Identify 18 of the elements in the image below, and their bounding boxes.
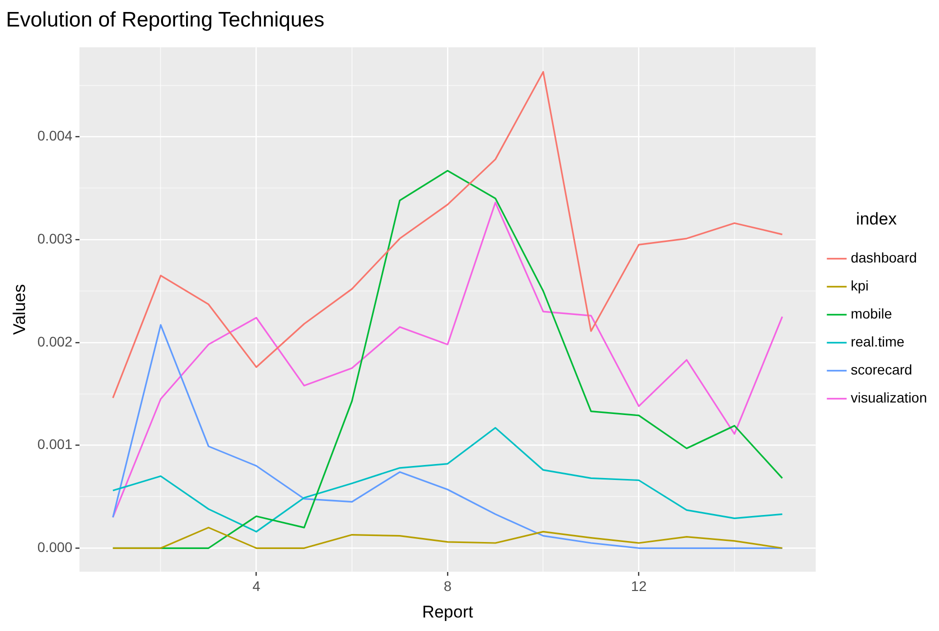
x-axis-title: Report	[422, 602, 474, 622]
legend-label: kpi	[850, 278, 869, 294]
y-tick-label: 0.000	[37, 539, 73, 555]
y-tick-label: 0.001	[37, 436, 73, 452]
y-axis-title: Values	[10, 284, 29, 335]
x-tick-label: 8	[444, 578, 452, 594]
legend-label: visualization	[850, 390, 928, 406]
y-tick-label: 0.003	[37, 230, 73, 246]
legend-title: index	[856, 209, 898, 228]
x-tick-label: 12	[631, 578, 647, 594]
chart-title: Evolution of Reporting Techniques	[6, 8, 324, 32]
legend-label: mobile	[850, 306, 892, 322]
legend-label: dashboard	[850, 250, 917, 266]
legend-label: real.time	[850, 334, 905, 350]
x-tick-label: 4	[252, 578, 260, 594]
legend-label: scorecard	[850, 362, 912, 378]
y-tick-label: 0.002	[37, 333, 73, 350]
y-tick-label: 0.004	[37, 128, 73, 144]
